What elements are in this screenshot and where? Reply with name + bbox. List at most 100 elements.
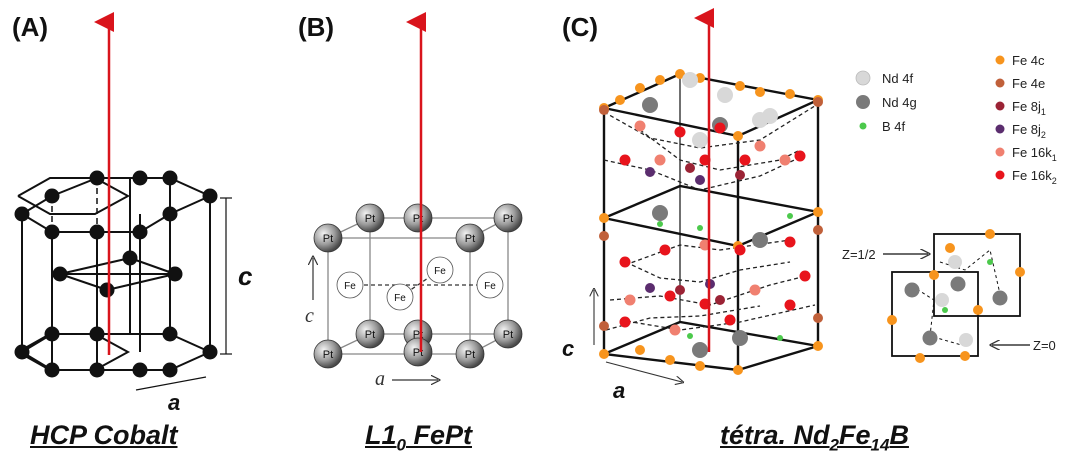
b-4f-atom	[687, 333, 693, 339]
legend-swatch	[855, 70, 871, 86]
inset-nd-atom	[950, 276, 966, 292]
cobalt-atom	[14, 206, 30, 222]
pt-atom-label: Pt	[323, 233, 333, 245]
cobalt-atom	[132, 224, 148, 240]
fe-16k-atom	[779, 154, 791, 166]
inset-nd-atom	[992, 290, 1008, 306]
fe-4c-atom	[635, 345, 645, 355]
cobalt-atom	[202, 344, 218, 360]
fe-16k-atom	[624, 294, 636, 306]
fe-4c-atom	[665, 355, 675, 365]
fe-16k-atom	[659, 244, 671, 256]
fe-8j1-atom	[735, 170, 745, 180]
cobalt-atom	[162, 170, 178, 186]
legend-swatch	[995, 55, 1005, 65]
ndfeb-axis-a-label: a	[613, 378, 625, 403]
legend-right-label: Fe 4e	[1012, 76, 1045, 91]
legend-fe-sites: Fe 4c Fe 4e Fe 8j1 Fe 8j2 Fe 16k1 Fe 16k2	[995, 53, 1057, 186]
ndfeb-axes	[594, 290, 682, 382]
pt-atom	[313, 223, 343, 253]
cobalt-atom	[44, 362, 60, 378]
legend-right-label: Fe 4c	[1012, 53, 1045, 68]
inset-fe-atom	[929, 270, 939, 280]
fe-16k-atom	[739, 154, 751, 166]
cobalt-atom	[89, 362, 105, 378]
caption-l10-fept: L10 FePt	[365, 420, 472, 455]
fe-4c-atom	[599, 349, 609, 359]
fe-16k-atom	[714, 122, 726, 134]
legend-left-label: Nd 4g	[882, 95, 917, 110]
pt-atom-label: Pt	[413, 213, 423, 225]
legend-swatch	[995, 124, 1005, 134]
fe-4e-atom	[813, 313, 823, 323]
hcp-axis-a-label: a	[168, 390, 180, 415]
legend-right-label: Fe 8j1	[1012, 99, 1046, 117]
fe-16k-atom	[654, 154, 666, 166]
fe-4c-atom	[655, 75, 665, 85]
hcp-atoms	[14, 170, 218, 378]
cobalt-atom	[44, 224, 60, 240]
legend-rare-earth-boron: Nd 4f Nd 4g B 4f	[855, 70, 917, 134]
fe-4e-atom	[599, 231, 609, 241]
inset-fe-atom	[887, 315, 897, 325]
hcp-cobalt-frame	[20, 177, 232, 391]
fept-atoms: Pt Pt Pt Pt Pt Pt Pt Pt Pt Pt Pt Fe Fe Fe Fe	[313, 203, 523, 369]
fe-8j2-atom	[645, 167, 655, 177]
fe-atom	[336, 271, 364, 299]
fe-16k-atom	[619, 256, 631, 268]
legend-swatch	[995, 170, 1005, 180]
fe-4c-atom	[599, 213, 609, 223]
fe-4e-atom	[813, 97, 823, 107]
fe-atom	[426, 256, 454, 284]
nd-4f-atom	[752, 112, 768, 128]
inset-nd-atom	[922, 330, 938, 346]
fe-4c-atom	[755, 87, 765, 97]
pt-atom-label: Pt	[503, 213, 513, 225]
fe-atom-label: Fe	[434, 266, 446, 277]
cobalt-atom	[89, 170, 105, 186]
legend-swatch	[995, 147, 1005, 157]
fe-4e-atom	[599, 105, 609, 115]
fe-8j1-atom	[715, 295, 725, 305]
fe-4c-atom	[675, 69, 685, 79]
b-4f-atom	[697, 225, 703, 231]
cobalt-atom	[122, 250, 138, 266]
ndfeb-axis-c-label: c	[562, 336, 574, 361]
fe-atom	[476, 271, 504, 299]
cobalt-atom	[202, 188, 218, 204]
cobalt-atom	[89, 326, 105, 342]
fe-16k-atom	[619, 154, 631, 166]
fe-16k-atom	[669, 324, 681, 336]
inset-nd-atom	[904, 282, 920, 298]
fe-4e-atom	[813, 225, 823, 235]
pt-atom-label: Pt	[323, 349, 333, 361]
panel-b-label: (B)	[298, 12, 335, 42]
cobalt-atom	[99, 282, 115, 298]
fe-8j1-atom	[675, 285, 685, 295]
pt-atom	[355, 203, 385, 233]
projection-inset	[883, 233, 1030, 357]
cobalt-atom	[132, 362, 148, 378]
fe-16k-atom	[634, 120, 646, 132]
b-4f-atom	[787, 213, 793, 219]
z-half-label: Z=1/2	[842, 247, 876, 262]
fe-16k-atom	[754, 140, 766, 152]
pt-atom-label: Pt	[365, 213, 375, 225]
cobalt-atom	[167, 266, 183, 282]
legend-right-label: Fe 8j2	[1012, 122, 1046, 140]
nd-4g-atom	[732, 330, 748, 346]
z-zero-label: Z=0	[1033, 338, 1056, 353]
inset-fe-atom	[973, 305, 983, 315]
cobalt-atom	[44, 326, 60, 342]
fe-8j2-atom	[695, 175, 705, 185]
fe-8j2-atom	[645, 283, 655, 293]
fe-4c-atom	[695, 361, 705, 371]
fe-4c-atom	[615, 95, 625, 105]
fe-4c-atom	[813, 341, 823, 351]
legend-swatch	[995, 78, 1005, 88]
pt-atom-label: Pt	[465, 349, 475, 361]
fept-axes	[313, 258, 438, 380]
pt-atom-label: Pt	[413, 347, 423, 359]
